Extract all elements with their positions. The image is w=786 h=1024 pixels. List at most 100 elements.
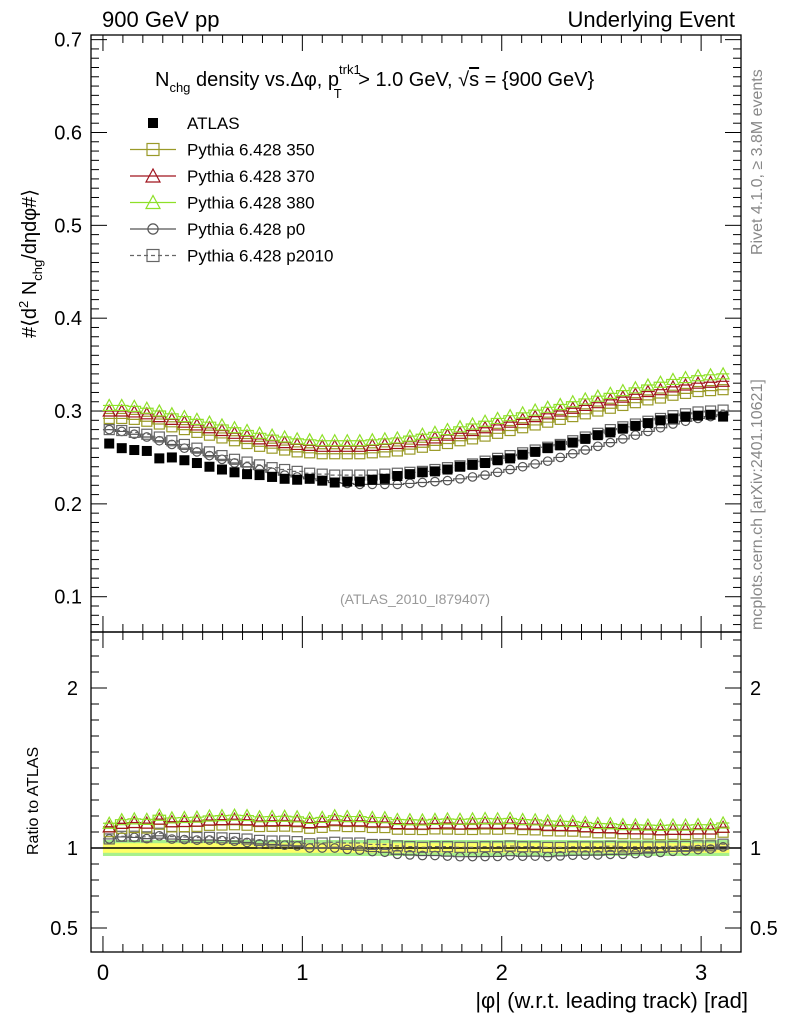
x-axis-label: |φ| (w.r.t. leading track) [rad] bbox=[475, 988, 748, 1013]
data-point-p380 bbox=[402, 428, 417, 442]
data-point-p350 bbox=[191, 426, 203, 438]
legend-marker bbox=[148, 118, 158, 128]
data-point-p350 bbox=[567, 410, 579, 423]
ratio-point-p2010 bbox=[203, 831, 216, 843]
data-point-p350 bbox=[416, 441, 429, 453]
ratio-point-p380 bbox=[540, 813, 555, 827]
ratio-point-p370 bbox=[127, 815, 142, 829]
ratio-point-p370 bbox=[139, 815, 154, 829]
data-point-p2010 bbox=[203, 446, 216, 458]
data-point-p350 bbox=[717, 384, 729, 396]
data-point-p370 bbox=[478, 420, 493, 434]
data-point-p0 bbox=[179, 443, 190, 454]
data-point-p350 bbox=[379, 446, 391, 458]
ratio-tick-label: 1 bbox=[67, 838, 78, 860]
ratio-point-p2010 bbox=[416, 841, 429, 853]
data-point-p0 bbox=[129, 429, 140, 440]
data-point-p350 bbox=[103, 412, 115, 425]
data-point-p350 bbox=[266, 442, 278, 454]
ratio-point-p370 bbox=[315, 814, 330, 828]
data-point-p380 bbox=[515, 405, 530, 419]
ratio-point-p2010 bbox=[291, 836, 303, 848]
data-point-p370 bbox=[553, 403, 568, 417]
ratio-point-p2010 bbox=[316, 837, 328, 849]
ratio-point-p370 bbox=[402, 816, 417, 830]
data-point-ATLAS bbox=[705, 409, 716, 420]
data-point-p0 bbox=[141, 432, 152, 442]
data-point-p350 bbox=[542, 416, 554, 428]
ratio-point-p380 bbox=[615, 817, 630, 831]
data-point-p350 bbox=[128, 413, 140, 425]
ratio-point-p380 bbox=[164, 810, 179, 824]
data-point-ATLAS bbox=[116, 443, 127, 454]
ratio-point-p380 bbox=[240, 808, 255, 822]
ratio-point-p380 bbox=[691, 817, 706, 831]
data-point-p0 bbox=[505, 464, 515, 475]
data-point-p380 bbox=[202, 414, 217, 428]
data-point-p350 bbox=[617, 399, 629, 412]
ratio-tick-label: 2 bbox=[67, 678, 78, 700]
data-point-p370 bbox=[578, 398, 593, 412]
data-point-p380 bbox=[315, 433, 330, 447]
ratio-point-p380 bbox=[515, 812, 530, 826]
ratio-point-p0 bbox=[643, 848, 653, 858]
data-point-p350 bbox=[529, 419, 541, 431]
ratio-line-p0 bbox=[102, 835, 730, 858]
ratio-point-p370 bbox=[377, 814, 392, 828]
data-point-ATLAS bbox=[154, 453, 165, 464]
ratio-point-p380 bbox=[377, 810, 392, 824]
data-point-p380 bbox=[139, 400, 154, 414]
data-point-p380 bbox=[164, 406, 179, 420]
ratio-point-p380 bbox=[653, 818, 668, 831]
data-point-p0 bbox=[455, 473, 465, 484]
data-point-ATLAS bbox=[179, 455, 190, 466]
ratio-point-p2010 bbox=[542, 841, 554, 853]
chart-title: Nchg density vs.Δφ, ptrk1 T > 1.0 GeV, √s… bbox=[155, 62, 595, 101]
data-point-p350 bbox=[291, 446, 303, 458]
ratio-point-p380 bbox=[490, 811, 505, 825]
ratio-point-p380 bbox=[402, 812, 417, 826]
ratio-point-p2010 bbox=[253, 834, 266, 846]
data-point-ATLAS bbox=[592, 430, 603, 441]
data-point-p380 bbox=[377, 431, 392, 445]
ratio-point-p0 bbox=[592, 850, 603, 860]
ratio-point-p0 bbox=[705, 844, 716, 854]
data-point-ATLAS bbox=[693, 410, 704, 421]
data-point-p380 bbox=[440, 422, 455, 436]
ratio-tick-label: 0.5 bbox=[50, 918, 78, 940]
data-point-ATLAS bbox=[367, 474, 378, 485]
ratio-point-p0 bbox=[141, 833, 152, 844]
data-point-p0 bbox=[592, 441, 603, 452]
data-point-ATLAS bbox=[242, 469, 253, 480]
legend-label: Pythia 6.428 p2010 bbox=[187, 247, 334, 266]
ratio-point-p0 bbox=[292, 841, 302, 851]
data-point-p370 bbox=[703, 374, 718, 388]
legend-entry-p380: Pythia 6.428 380 bbox=[130, 194, 315, 213]
data-point-ATLAS bbox=[417, 467, 428, 478]
ratio-y-axis-label: Ratio to ATLAS bbox=[25, 747, 42, 855]
ratio-point-p2010 bbox=[266, 835, 278, 847]
data-point-ATLAS bbox=[429, 466, 440, 477]
ratio-point-p370 bbox=[478, 815, 493, 829]
ratio-point-p2010 bbox=[479, 841, 491, 853]
ratio-point-p370 bbox=[427, 816, 442, 830]
data-point-p0 bbox=[630, 430, 641, 441]
ratio-point-p370 bbox=[515, 816, 530, 830]
ratio-point-p2010 bbox=[341, 837, 353, 849]
data-point-ATLAS bbox=[279, 473, 290, 484]
data-point-p350 bbox=[116, 412, 128, 425]
data-point-p380 bbox=[340, 433, 355, 447]
ratio-point-p380 bbox=[227, 807, 242, 821]
ratio-plot-frame bbox=[90, 631, 742, 953]
y-tick-label: 0.2 bbox=[54, 494, 82, 516]
ratio-point-p0 bbox=[580, 850, 591, 860]
ratio-point-p2010 bbox=[491, 841, 504, 853]
data-point-p0 bbox=[605, 437, 616, 448]
ratio-point-p0 bbox=[718, 842, 728, 852]
ratio-point-p0 bbox=[630, 848, 641, 859]
ratio-point-p0 bbox=[179, 834, 190, 845]
ratio-point-p370 bbox=[590, 820, 605, 834]
legend-label: Pythia 6.428 380 bbox=[187, 194, 315, 213]
ratio-point-p2010 bbox=[228, 832, 241, 845]
